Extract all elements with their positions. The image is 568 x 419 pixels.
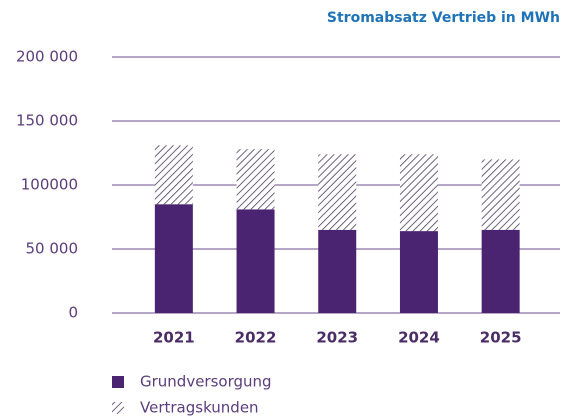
legend-swatch <box>112 376 124 388</box>
x-tick-label: 2024 <box>398 329 440 347</box>
bar-segment <box>154 204 193 313</box>
bar-segment <box>481 229 520 313</box>
bar-segment <box>236 209 275 313</box>
legend-label: Grundversorgung <box>140 373 272 391</box>
x-tick-label: 2021 <box>153 329 195 347</box>
x-tick-label: 2025 <box>480 329 522 347</box>
y-tick-label: 50 000 <box>26 240 79 258</box>
bar-segment <box>399 154 438 232</box>
chart-title: Stromabsatz Vertrieb in MWh <box>327 10 560 26</box>
x-tick-label: 2023 <box>316 329 358 347</box>
y-tick-label: 200 000 <box>16 48 78 66</box>
y-tick-label: 100000 <box>21 176 78 194</box>
bar-segment <box>318 229 357 313</box>
bar-segment <box>481 159 520 230</box>
bar-segment <box>318 154 357 230</box>
legend-swatch <box>112 402 124 414</box>
legend-label: Vertragskunden <box>140 399 259 417</box>
y-tick-label: 150 000 <box>16 112 78 130</box>
y-tick-label: 0 <box>68 304 78 322</box>
bar-segment <box>399 231 438 313</box>
bar-segment <box>154 145 193 205</box>
x-tick-label: 2022 <box>235 329 277 347</box>
bar-segment <box>236 149 275 210</box>
